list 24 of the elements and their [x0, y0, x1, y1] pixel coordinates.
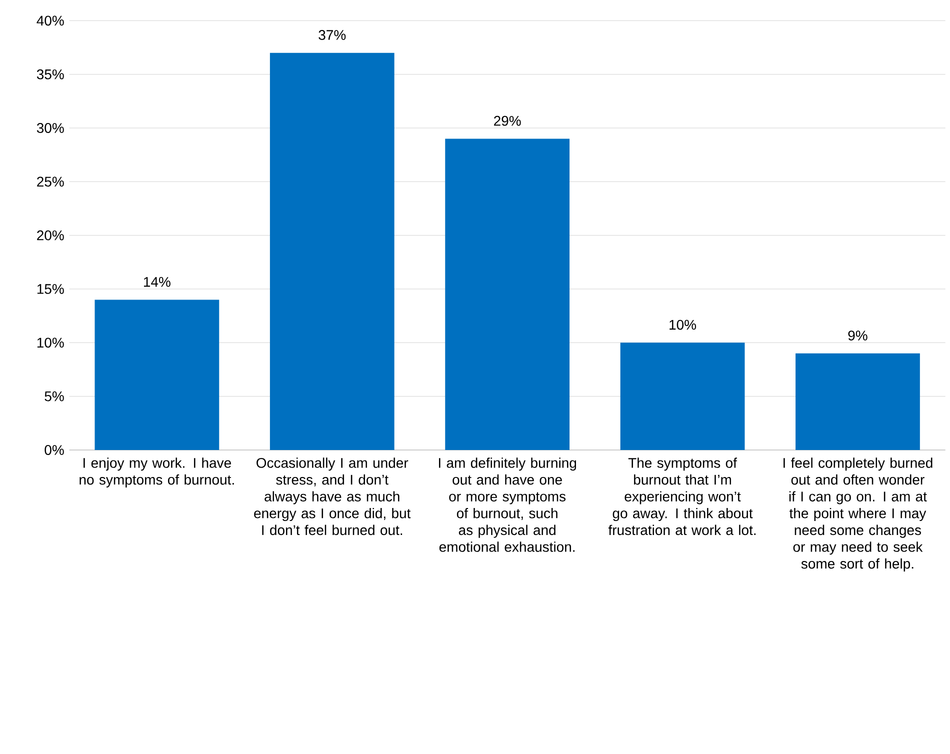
x-tick-label: The symptoms of burnout that I’m experiencing won’t go away. I think about frustration at work a lot.: [608, 458, 756, 536]
bar: [796, 353, 920, 450]
x-tick-label: I feel completely burned out and often wonder if I can go on. I am at the point where I may need some changes or may need to seek some sort of help.: [784, 458, 932, 572]
y-tick-label: 20%: [37, 230, 64, 240]
data-label: 9%: [848, 330, 868, 340]
x-tick-label: I am definitely burning out and have one or more symptoms of burnout, such as physical and emotional exhaustion.: [438, 458, 576, 552]
data-label: 14%: [144, 277, 170, 287]
bar: [94, 300, 220, 450]
data-label: 37%: [318, 30, 346, 40]
data-label: 29%: [494, 116, 521, 126]
y-tick-label: 15%: [37, 284, 64, 294]
y-tick-label: 10%: [37, 338, 64, 348]
y-tick-label: 0%: [44, 445, 64, 455]
y-tick-label: 30%: [36, 123, 64, 133]
data-label: 10%: [670, 320, 696, 330]
bar: [445, 138, 570, 450]
y-tick-label: 5%: [44, 391, 64, 402]
y-tick-label: 40%: [36, 16, 64, 26]
x-tick-label: Occasionally I am under stress, and I don’t always have as much energy as I once did, but I don’t feel burned out.: [254, 458, 411, 536]
bar: [270, 52, 394, 450]
y-tick-label: 25%: [37, 176, 64, 187]
y-tick-label: 35%: [36, 69, 64, 80]
bar: [620, 342, 745, 450]
x-tick-label: I enjoy my work. I have no symptoms of burnout.: [80, 458, 234, 488]
